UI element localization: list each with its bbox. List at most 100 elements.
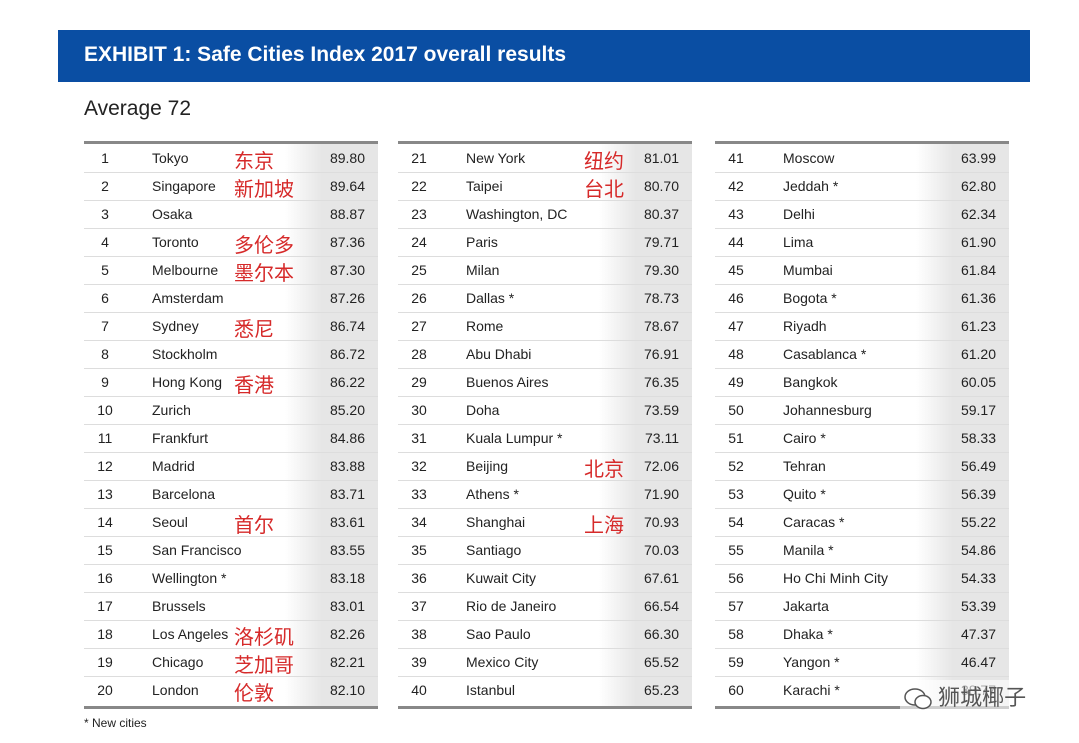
city: Sao Paulo [466,626,531,642]
rank: 48 [728,346,744,362]
score: 76.91 [643,346,679,362]
score: 55.22 [960,514,996,530]
row: 8 Stockholm 86.72 [84,340,378,369]
city: London [152,682,199,698]
row: 38 Sao Paulo 66.30 [398,620,692,649]
score: 82.21 [329,654,365,670]
score: 56.49 [960,458,996,474]
row: 36 Kuwait City 67.61 [398,564,692,593]
city: Melbourne [152,262,219,278]
city: Bogota * [783,290,837,306]
row: 17 Brussels 83.01 [84,592,378,621]
score: 78.73 [643,290,679,306]
rank: 28 [411,346,427,362]
city: Caracas * [783,514,845,530]
city: Bangkok [783,374,838,390]
rank: 60 [728,682,744,698]
score: 83.01 [329,598,365,614]
score: 79.71 [643,234,679,250]
rank: 56 [728,570,744,586]
row: 24 Paris 79.71 [398,228,692,257]
city: Casablanca * [783,346,867,362]
rank: 59 [728,654,744,670]
rank: 11 [97,430,113,446]
city: Tokyo [152,150,189,166]
score: 71.90 [643,486,679,502]
table: 41 Moscow 63.99 42 Jeddah * 62.80 43 Delhi 62.34… [715,141,1009,709]
row: 26 Dallas * 78.73 [398,284,692,313]
row: 32 Beijing 北京 72.06 [398,452,692,481]
rank: 1 [101,150,109,166]
city: San Francisco [152,542,242,558]
rank: 36 [411,570,427,586]
city: Los Angeles [152,626,229,642]
rank: 55 [728,542,744,558]
row: 9 Hong Kong 香港 86.22 [84,368,378,397]
score: 85.20 [329,402,365,418]
row: 7 Sydney 悉尼 86.74 [84,312,378,341]
row: 28 Abu Dhabi 76.91 [398,340,692,369]
city: New York [466,150,526,166]
annotation: 墨尔本 [234,263,294,285]
score: 61.20 [960,346,996,362]
city: Amsterdam [152,290,224,306]
annotation: 芝加哥 [234,655,294,677]
title: EXHIBIT 1: Safe Cities Index 2017 overal… [84,43,567,66]
row: 40 Istanbul 65.23 [398,676,692,704]
subtitle: Average 72 [84,97,192,120]
rank: 4 [101,234,109,250]
rank: 24 [411,234,427,250]
row: 59 Yangon * 46.47 [715,648,1009,677]
annotation: 洛杉矶 [234,627,294,649]
row: 52 Tehran 56.49 [715,452,1009,481]
footnote: * New cities [84,716,147,730]
rank: 23 [411,206,427,222]
annotation: 悉尼 [234,319,274,341]
score: 65.52 [643,654,679,670]
city: Riyadh [783,318,827,334]
row: 50 Johannesburg 59.17 [715,396,1009,425]
score: 59.17 [960,402,996,418]
rank: 5 [101,262,109,278]
row: 6 Amsterdam 87.26 [84,284,378,313]
city: Osaka [152,206,193,222]
row: 44 Lima 61.90 [715,228,1009,257]
rank: 53 [728,486,744,502]
rank: 38 [411,626,427,642]
city: Johannesburg [783,402,872,418]
city: Delhi [783,206,815,222]
rank: 7 [101,318,109,334]
rank: 16 [97,570,113,586]
annotation: 伦敦 [234,683,274,705]
row: 1 Tokyo 东京 89.80 [84,144,378,173]
city: Dhaka * [783,626,833,642]
score: 86.74 [329,318,365,334]
row: 57 Jakarta 53.39 [715,592,1009,621]
score: 61.90 [960,234,996,250]
row: 5 Melbourne 墨尔本 87.30 [84,256,378,285]
rank: 57 [728,598,744,614]
city: Barcelona [152,486,216,502]
city: Ho Chi Minh City [783,570,889,586]
row: 4 Toronto 多伦多 87.36 [84,228,378,257]
city: Frankfurt [152,430,209,446]
row: 2 Singapore 新加坡 89.64 [84,172,378,201]
city: Jakarta [783,598,829,614]
rank: 32 [411,458,427,474]
city: Lima [783,234,814,250]
row: 21 New York 纽约 81.01 [398,144,692,173]
score: 73.11 [645,430,679,446]
row: 48 Casablanca * 61.20 [715,340,1009,369]
score: 89.64 [329,178,365,194]
row: 20 London 伦敦 82.10 [84,676,378,705]
score: 70.03 [643,542,679,558]
rank: 44 [728,234,744,250]
city: Manila * [783,542,834,558]
score: 46.47 [960,654,996,670]
city: Santiago [466,542,522,558]
annotation: 香港 [234,375,274,397]
row: 12 Madrid 83.88 [84,452,378,481]
score: 84.86 [329,430,365,446]
score: 54.86 [960,542,996,558]
